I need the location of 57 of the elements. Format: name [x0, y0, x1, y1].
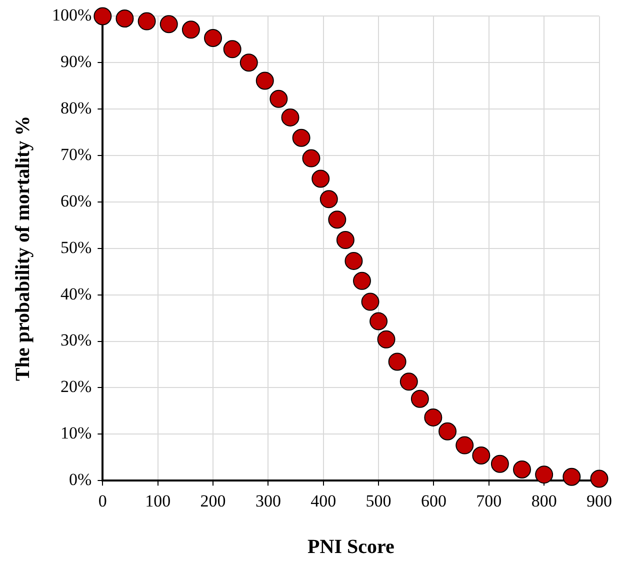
point [312, 170, 330, 188]
x-tick-label: 700 [476, 491, 502, 510]
x-tick-label: 500 [366, 491, 392, 510]
x-axis-title: PNI Score [308, 536, 394, 558]
point [388, 352, 406, 371]
y-tick-label: 0% [68, 470, 92, 490]
point [377, 330, 396, 348]
point [472, 446, 490, 465]
point [590, 470, 608, 488]
y-tick-label: 20% [60, 377, 92, 396]
x-tick-label: 200 [200, 491, 226, 510]
point [456, 436, 474, 454]
point [370, 312, 388, 330]
point [410, 390, 429, 408]
y-tick-label: 40% [60, 284, 92, 304]
point [562, 468, 581, 486]
point [302, 149, 320, 168]
point [94, 7, 112, 26]
point [361, 292, 380, 311]
point [270, 90, 288, 108]
x-tick-label: 600 [420, 491, 446, 510]
x-tick-label: 900 [586, 491, 612, 510]
x-tick-label: 0 [98, 491, 107, 510]
point [281, 108, 300, 126]
point [138, 12, 156, 30]
y-tick-label: 60% [60, 191, 92, 210]
point [344, 252, 363, 270]
point [513, 460, 532, 478]
y-tick-label: 100% [52, 6, 92, 25]
point [223, 40, 242, 58]
y-tick-label: 30% [60, 330, 92, 350]
point [292, 128, 310, 147]
x-tick-label: 300 [255, 491, 281, 510]
point [320, 190, 338, 208]
y-tick-label: 80% [60, 98, 92, 118]
point [352, 272, 371, 290]
x-tick-label: 100 [145, 491, 171, 510]
point [438, 422, 457, 440]
point [204, 29, 222, 48]
point [160, 15, 178, 34]
point [490, 454, 509, 473]
y-tick-label: 70% [60, 144, 92, 164]
point [116, 10, 134, 28]
y-tick-label: 10% [60, 424, 92, 443]
y-tick-label: 50% [60, 238, 92, 257]
x-tick-label: 400 [310, 491, 336, 510]
point [336, 231, 354, 250]
y-axis-title: The probability of mortality % [12, 116, 34, 381]
point [424, 408, 442, 426]
point [328, 210, 346, 229]
point [535, 466, 554, 484]
point [256, 72, 274, 90]
y-tick-label: 90% [60, 52, 92, 72]
point [240, 54, 258, 72]
x-tick-label: 800 [531, 491, 557, 510]
point [182, 20, 200, 39]
point [400, 372, 418, 391]
